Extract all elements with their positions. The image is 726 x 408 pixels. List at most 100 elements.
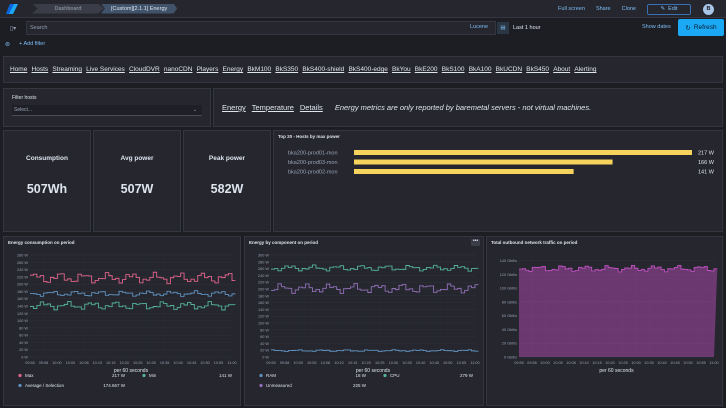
filter-hosts-panel: Filter hosts Select... ⌄ [3, 88, 211, 127]
bar-value: 217 W [698, 151, 715, 157]
nav-link-energy[interactable]: Energy [222, 66, 244, 73]
filter-hosts-select[interactable]: Select... ⌄ [12, 105, 202, 116]
nav-link-alerting[interactable]: Alerting [574, 66, 597, 73]
calendar-icon[interactable]: ▤ [497, 22, 509, 34]
y-tick-label: 140 Gbit/s [500, 259, 517, 263]
nav-link-bks100[interactable]: BkS100 [441, 66, 465, 73]
y-tick-label: 120 Gbit/s [500, 273, 517, 277]
legend-dot [18, 383, 22, 388]
saved-query-icon[interactable]: ▯▾ [9, 25, 17, 32]
panel-title: Energy consumption on period [8, 240, 75, 245]
legend-label[interactable]: Min [149, 373, 157, 378]
y-tick-label: 280 W [17, 254, 28, 258]
series-line [30, 290, 236, 297]
show-dates-link[interactable]: Show dates [642, 24, 671, 30]
legend-label[interactable]: Max [25, 373, 34, 378]
refresh-icon: ↻ [685, 24, 691, 32]
nav-link-home[interactable]: Home [10, 66, 28, 73]
nav-link-bkucdn[interactable]: BkUCDN [495, 66, 523, 73]
y-tick-label: 120 W [17, 312, 28, 316]
nav-link-bks400-shield[interactable]: BkS400-shield [302, 66, 345, 73]
x-tick-label: 10:55 [457, 361, 467, 365]
network-traffic-chart: 0 Gbit/s 20 Gbit/s 40 Gbit/s 60 Gbit/s 80 Gb… [500, 255, 719, 374]
x-tick-label: 10:45 [670, 361, 680, 365]
legend-label[interactable]: CPU [390, 373, 400, 378]
y-tick-label: 60 Gbit/s [502, 314, 517, 318]
bar-value: 141 W [698, 170, 715, 176]
x-tick-label: 09:58 [39, 361, 49, 365]
query-language-button[interactable]: Lucene [470, 24, 489, 30]
nav-link-hosts[interactable]: Hosts [31, 66, 49, 73]
y-tick-label: 40 Gbit/s [502, 328, 517, 332]
date-picker[interactable]: ▤ Last 1 hour [497, 21, 627, 35]
series-line [271, 264, 479, 272]
energy-consumption-chart: 0 W 20 W 40 W 60 W 80 W 100 W 120 W 140 W 160 W 1… [17, 254, 237, 389]
share-link[interactable]: Share [595, 6, 611, 12]
series-line [271, 283, 479, 294]
x-axis-label: per 60 seconds [356, 368, 391, 374]
nav-link-players[interactable]: Players [196, 66, 219, 73]
breadcrumb-dashboard[interactable]: Dashboard [32, 3, 104, 14]
legend-label[interactable]: RAM [266, 373, 276, 378]
nav-link-bkyou[interactable]: BkYou [392, 66, 411, 73]
x-tick-label: 10:40 [657, 361, 667, 365]
search-input[interactable]: Search [26, 21, 496, 35]
y-tick-label: 80 Gbit/s [502, 300, 517, 304]
nav-link-bka100[interactable]: BkA100 [468, 66, 492, 73]
x-tick-label: 10:40 [416, 361, 426, 365]
nav-link-bke200[interactable]: BkE200 [414, 66, 438, 73]
y-tick-label: 280 W [258, 260, 269, 264]
stat-label: Peak power [208, 154, 246, 162]
bar-label: bka200-prod01-mon [288, 151, 338, 157]
time-range-text[interactable]: Last 1 hour [513, 25, 541, 31]
full-screen-link[interactable]: Full screen [558, 6, 585, 12]
info-link-details[interactable]: Details [299, 103, 323, 112]
x-tick-label: 10:30 [631, 361, 641, 365]
y-tick-label: 0 W [21, 356, 28, 360]
x-tick-label: 11:00 [227, 361, 236, 365]
legend-label[interactable]: Average / Selection [25, 383, 64, 388]
series-area [519, 265, 718, 357]
nav-link-clouddvr[interactable]: CloudDVR [129, 66, 160, 73]
nav-link-bkm100[interactable]: BkM100 [247, 66, 272, 73]
clone-link[interactable]: Clone [621, 6, 636, 12]
legend-dot [383, 373, 387, 378]
nav-link-streaming[interactable]: Streaming [52, 66, 82, 73]
x-tick-label: 10:08 [566, 361, 576, 365]
legend-dot [18, 373, 22, 378]
x-tick-label: 09:58 [280, 361, 290, 365]
series-line [30, 271, 236, 285]
y-tick-label: 120 W [258, 315, 269, 319]
y-tick-label: 240 W [17, 268, 28, 272]
nav-link-live-services[interactable]: Live Services [86, 66, 125, 73]
x-tick-label: 10:08 [79, 361, 89, 365]
legend-value: 18 W [355, 373, 366, 378]
edit-button[interactable]: ✎ Edit [647, 3, 691, 15]
nav-link-bks350[interactable]: BkS350 [275, 66, 299, 73]
refresh-button[interactable]: ↻ Refresh [678, 19, 724, 36]
nav-link-about[interactable]: About [553, 66, 571, 73]
panel-options-icon[interactable]: ••• [471, 238, 480, 246]
filter-options-icon[interactable]: ⊚ [5, 41, 11, 48]
nav-link-bks400-edge[interactable]: BkS400-edge [348, 66, 388, 73]
top20-hosts-panel: Top 20 - Hosts by max power bka200-prod0… [273, 130, 723, 232]
avatar[interactable]: B [703, 3, 714, 15]
bar-value: 166 W [698, 160, 715, 166]
stat-value: 507W [120, 181, 154, 196]
x-tick-label: 10:25 [618, 361, 628, 365]
nav-link-bks450[interactable]: BkS450 [526, 66, 550, 73]
y-tick-label: 260 W [17, 261, 28, 265]
info-link-temperature[interactable]: Temperature [251, 103, 294, 112]
add-filter-link[interactable]: + Add filter [19, 41, 46, 47]
x-tick-label: 10:25 [133, 361, 143, 365]
y-tick-label: 80 W [19, 326, 28, 330]
info-link-energy[interactable]: Energy [222, 103, 246, 112]
legend-label[interactable]: Unmeasured [266, 383, 292, 388]
x-tick-label: 10:25 [375, 361, 385, 365]
y-tick-label: 160 W [17, 297, 28, 301]
x-tick-label: 10:50 [683, 361, 693, 365]
x-tick-label: 10:35 [160, 361, 170, 365]
panel-title: Energy by component on period [249, 240, 319, 245]
nav-link-nanocdn[interactable]: nanoCDN [163, 66, 193, 73]
kibana-logo[interactable] [6, 3, 18, 14]
